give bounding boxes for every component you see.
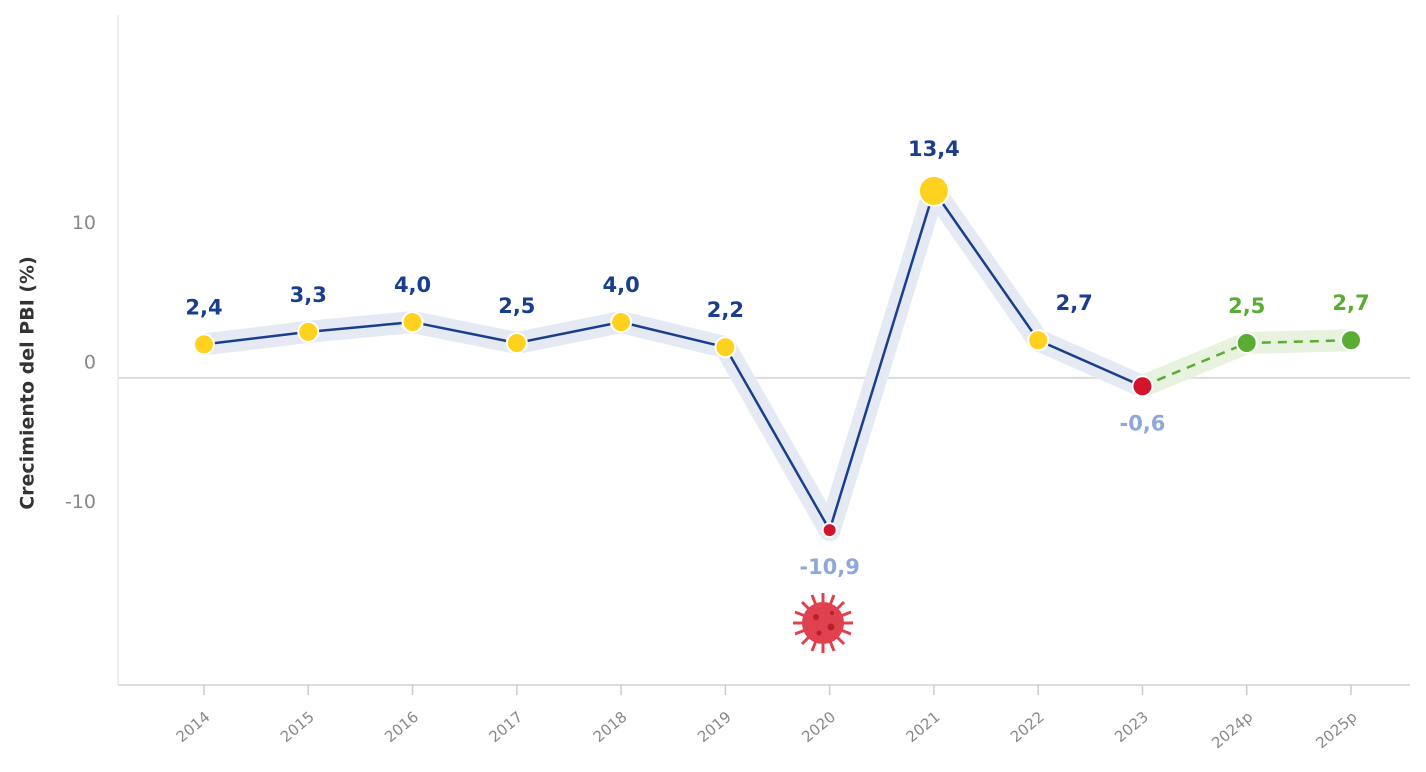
data-label: 2,7 <box>1332 291 1369 315</box>
marker <box>610 311 633 334</box>
data-label: 2,7 <box>1056 291 1093 315</box>
x-tick-label: 2020 <box>798 708 839 746</box>
marker <box>193 333 215 356</box>
data-label: 13,4 <box>908 137 960 161</box>
x-tick-label: 2025p <box>1312 708 1360 752</box>
marker <box>1340 329 1362 352</box>
x-tick-label: 2015 <box>277 708 318 746</box>
x-tick-label: 2018 <box>590 708 631 746</box>
marker <box>1131 375 1154 398</box>
data-label: 4,0 <box>602 273 639 297</box>
line <box>203 188 1143 534</box>
data-label: 4,0 <box>394 273 431 297</box>
marker <box>821 522 838 539</box>
data-label: 2,4 <box>185 295 222 319</box>
data-label: 2,5 <box>498 294 535 318</box>
line-halo <box>193 179 1154 542</box>
marker <box>297 320 320 343</box>
x-tick-label: 2023 <box>1111 708 1152 746</box>
x-tick-label: 2022 <box>1007 708 1048 746</box>
x-tick-label: 2024p <box>1208 708 1256 752</box>
y-axis-label: Crecimiento del PBI (%) <box>17 256 39 510</box>
y-tick-label: 10 <box>72 212 96 234</box>
data-label: 2,2 <box>707 298 744 322</box>
x-tick-label: 2019 <box>694 708 735 746</box>
marker <box>505 332 528 355</box>
data-label: -0,6 <box>1119 411 1165 435</box>
data-label: 2,5 <box>1228 294 1265 318</box>
virus-icon <box>793 593 853 653</box>
x-tick-label: 2017 <box>485 708 526 746</box>
marker <box>401 311 424 334</box>
marker <box>714 336 737 359</box>
x-tick-label: 2016 <box>381 708 422 746</box>
plot: -10 0 10 2014 2015 2016 2017 2018 2019 2020 2021 20… <box>65 137 1410 752</box>
y-tick-label: 0 <box>84 351 96 373</box>
x-tick-label: 2021 <box>903 708 944 746</box>
data-label: -10,9 <box>799 555 860 579</box>
y-tick-label: -10 <box>65 491 96 513</box>
marker <box>1235 332 1258 355</box>
data-label: 3,3 <box>290 283 327 307</box>
marker <box>917 174 950 207</box>
x-tick-label: 2014 <box>173 708 214 746</box>
marker <box>1027 329 1050 352</box>
